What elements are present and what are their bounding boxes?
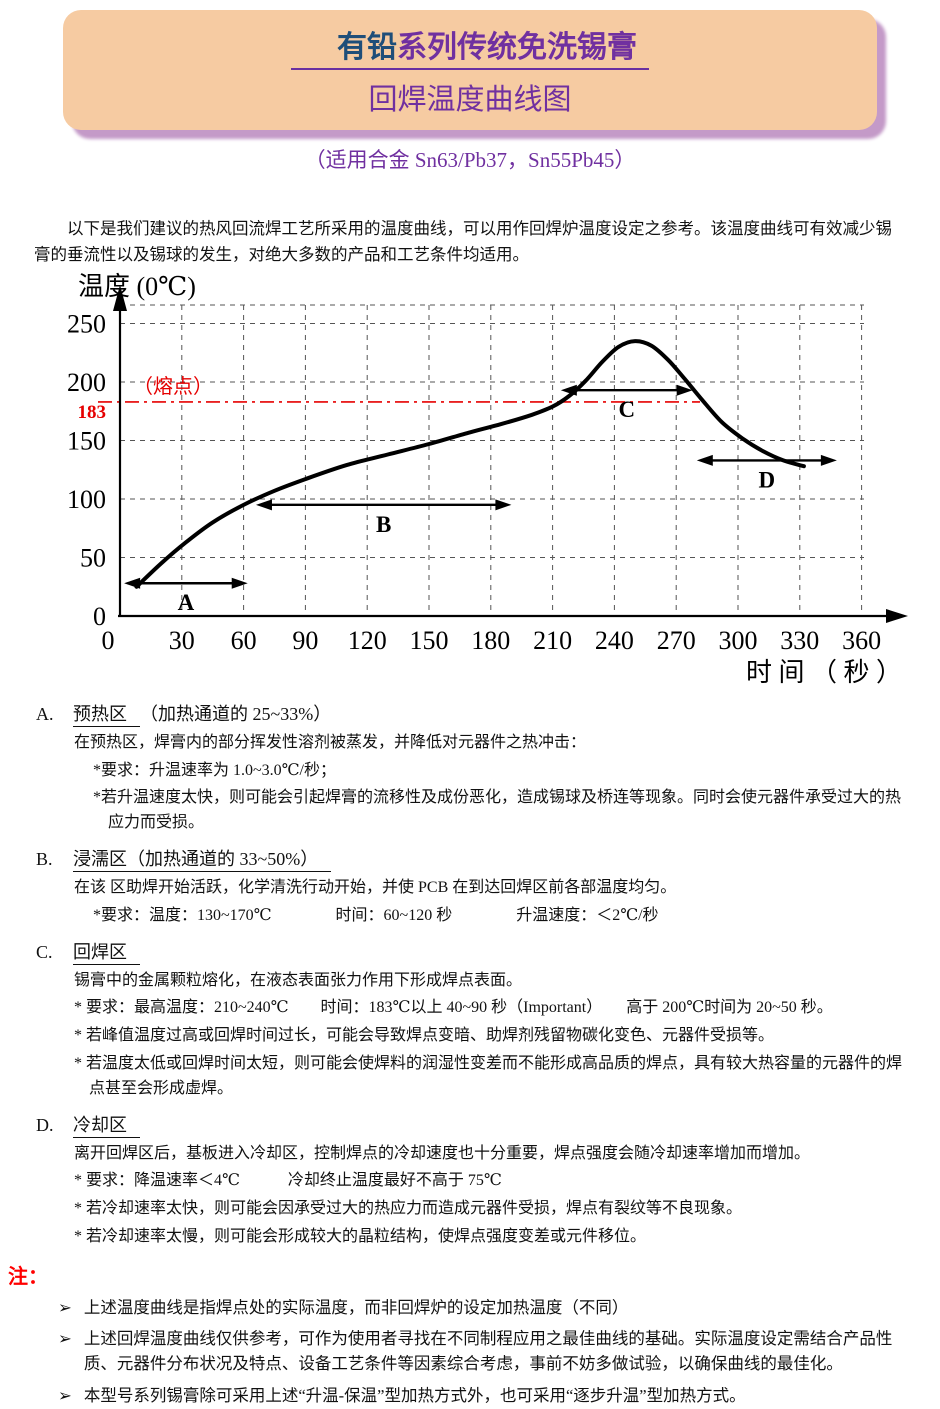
svg-text:240: 240 xyxy=(595,626,634,655)
section-title: 回焊区 xyxy=(73,941,140,965)
svg-text:210: 210 xyxy=(533,626,572,655)
section-label: D. xyxy=(36,1114,54,1135)
section-soak: B. 浸濡区（加热通道的 33~50%） 在该 区助焊开始活跃，化学清洗行动开始，… xyxy=(0,845,940,929)
intro-paragraph: 以下是我们建议的热风回流焊工艺所采用的温度曲线，可以用作回焊炉温度设定之参考。该… xyxy=(34,219,892,265)
svg-text:180: 180 xyxy=(471,626,510,655)
svg-text:360: 360 xyxy=(842,626,881,655)
section-line: *要求：升温速率为 1.0~3.0℃/秒； xyxy=(93,761,337,779)
svg-text:150: 150 xyxy=(410,626,449,655)
note-item: ➢ 上述回焊温度曲线仅供参考，可作为使用者寻找在不同制程应用之最佳曲线的基础。实… xyxy=(58,1327,914,1377)
section-line: 锡膏中的金属颗粒熔化，在液态表面张力作用下形成焊点表面。 xyxy=(74,971,523,989)
section-line: *要求：温度：130~170℃ 时间：60~120 秒 升温速度：＜2℃/秒 xyxy=(93,906,659,924)
svg-text:D: D xyxy=(759,467,776,492)
alloy-subtitle: （适用合金 Sn63/Pb37，Sn55Pb45） xyxy=(304,148,636,172)
section-line: * 若温度太低或回焊时间太短，则可能会使焊料的润湿性变差而不能形成高品质的焊点，… xyxy=(74,1054,903,1097)
section-title-suffix: （加热通道的 33~50%） xyxy=(127,848,319,869)
note-text: 上述回焊温度曲线仅供参考，可作为使用者寻找在不同制程应用之最佳曲线的基础。实际温… xyxy=(83,1329,893,1374)
svg-text:150: 150 xyxy=(67,426,106,455)
svg-text:90: 90 xyxy=(292,626,318,655)
title-box: 有铅系列传统免洗锡膏 回焊温度曲线图 xyxy=(63,10,877,130)
section-soak-head: B. 浸濡区（加热通道的 33~50%） xyxy=(36,845,906,872)
svg-text:C: C xyxy=(618,397,635,422)
section-line: 离开回焊区后，基板进入冷却区，控制焊点的冷却速度也十分重要，焊点强度会随冷却速率… xyxy=(74,1144,811,1162)
svg-text:60: 60 xyxy=(231,626,257,655)
x-axis-arrowhead xyxy=(886,608,908,623)
section-label: B. xyxy=(36,848,53,869)
section-title: 预热区 xyxy=(73,703,140,727)
temperature-curve xyxy=(134,338,806,589)
section-reflow: C. 回焊区 锡膏中的金属颗粒熔化，在液态表面张力作用下形成焊点表面。 * 要求：… xyxy=(0,938,940,1102)
y-axis-title: 温度 (0℃) xyxy=(78,272,196,301)
section-title-text: 预热区 xyxy=(73,703,127,724)
reflow-chart: 温度 (0℃) 时 间 （ 秒 ） （熔点） 183 0 50 100 150 200 2… xyxy=(67,272,908,687)
x-tick-labels: 0 30 60 90 120 150 180 210 240 270 300 330 360 xyxy=(102,626,882,655)
section-line: * 若冷却速率太快，则可能会因承受过大的热应力而造成元器件受损，焊点有裂纹等不良… xyxy=(74,1200,743,1218)
x-axis-title: 时 间 （ 秒 ） xyxy=(746,658,902,687)
section-reflow-head: C. 回焊区 xyxy=(36,938,906,965)
section-line: * 若峰值温度过高或回焊时间过长，可能会导致焊点变暗、助焊剂残留物碳化变色、元器… xyxy=(74,1027,775,1045)
section-title-text: 回焊区 xyxy=(73,941,127,962)
svg-text:300: 300 xyxy=(719,626,758,655)
section-title-suffix: （加热通道的 25~33%） xyxy=(140,703,332,724)
svg-text:270: 270 xyxy=(657,626,696,655)
title-underline: 有铅系列传统免洗锡膏 xyxy=(291,20,649,70)
section-cooling: D. 冷却区 离开回焊区后，基板进入冷却区，控制焊点的冷却速度也十分重要，焊点强度… xyxy=(0,1111,940,1250)
svg-text:A: A xyxy=(178,590,195,615)
arrow-bullet-icon: ➢ xyxy=(58,1385,72,1405)
section-title-text: 冷却区 xyxy=(73,1114,127,1135)
y-tick-labels: 0 50 100 150 200 250 xyxy=(67,309,106,631)
section-line: 在预热区，焊膏内的部分挥发性溶剂被蒸发，并降低对元器件之热冲击： xyxy=(74,733,587,751)
note-item: ➢ 上述温度曲线是指焊点处的实际温度，而非回焊炉的设定加热温度（不同） xyxy=(58,1296,914,1321)
melting-point-label: （熔点） xyxy=(133,375,213,398)
section-line: * 要求：最高温度：210~240℃ 时间：183℃以上 40~90 秒（Imp… xyxy=(74,999,833,1017)
svg-text:330: 330 xyxy=(780,626,819,655)
section-cooling-head: D. 冷却区 xyxy=(36,1111,906,1138)
document-title-line1: 有铅系列传统免洗锡膏 xyxy=(63,20,877,70)
note-text: 上述温度曲线是指焊点处的实际温度，而非回焊炉的设定加热温度（不同） xyxy=(83,1297,629,1317)
section-title-text: 浸濡区 xyxy=(73,848,127,869)
y-axis-arrowhead xyxy=(113,284,127,311)
svg-text:0: 0 xyxy=(93,602,106,631)
arrow-bullet-icon: ➢ xyxy=(58,1329,72,1349)
svg-text:0: 0 xyxy=(102,626,115,655)
gridlines xyxy=(120,304,864,616)
title-part-series: 系列传统免洗锡膏 xyxy=(397,31,637,64)
svg-text:30: 30 xyxy=(169,626,195,655)
svg-text:100: 100 xyxy=(67,485,106,514)
zone-arrows: A B C D xyxy=(124,384,837,615)
note-text: 本型号系列锡膏除可采用上述“升温-保温”型加热方式外，也可采用“逐步升温”型加热… xyxy=(83,1385,746,1405)
document-title-line2: 回焊温度曲线图 xyxy=(368,84,572,116)
section-line: * 要求：降温速率＜4℃ 冷却终止温度最好不高于 75℃ xyxy=(74,1172,502,1190)
section-title: 冷却区 xyxy=(73,1114,140,1138)
section-title: 浸濡区（加热通道的 33~50%） xyxy=(73,848,332,872)
section-line: 在该 区助焊开始活跃，化学清洗行动开始，并使 PCB 在到达回焊区前各部温度均匀… xyxy=(74,878,677,896)
section-line: *若升温速度太快，则可能会引起焊膏的流移性及成份恶化，造成锡球及桥连等现象。同时… xyxy=(93,789,902,832)
notes-label: 注： xyxy=(8,1265,48,1288)
melting-point-value: 183 xyxy=(78,402,107,423)
section-line: * 若冷却速率太慢，则可能会形成较大的晶粒结构，使焊点强度变差或元件移位。 xyxy=(74,1227,647,1245)
section-preheat: A. 预热区 （加热通道的 25~33%） 在预热区，焊膏内的部分挥发性溶剂被蒸发，… xyxy=(0,700,940,836)
svg-text:50: 50 xyxy=(80,543,106,572)
section-label: A. xyxy=(36,703,54,724)
title-part-leaded: 有铅 xyxy=(337,31,397,64)
svg-text:120: 120 xyxy=(348,626,387,655)
svg-text:250: 250 xyxy=(67,309,106,338)
section-preheat-head: A. 预热区 （加热通道的 25~33%） xyxy=(36,700,906,727)
svg-text:200: 200 xyxy=(67,368,106,397)
notes-section: 注： ➢ 上述温度曲线是指焊点处的实际温度，而非回焊炉的设定加热温度（不同） ➢… xyxy=(0,1260,940,1409)
arrow-bullet-icon: ➢ xyxy=(58,1297,72,1317)
note-item: ➢ 本型号系列锡膏除可采用上述“升温-保温”型加热方式外，也可采用“逐步升温”型… xyxy=(58,1384,914,1409)
section-label: C. xyxy=(36,941,53,962)
svg-text:B: B xyxy=(376,512,391,537)
